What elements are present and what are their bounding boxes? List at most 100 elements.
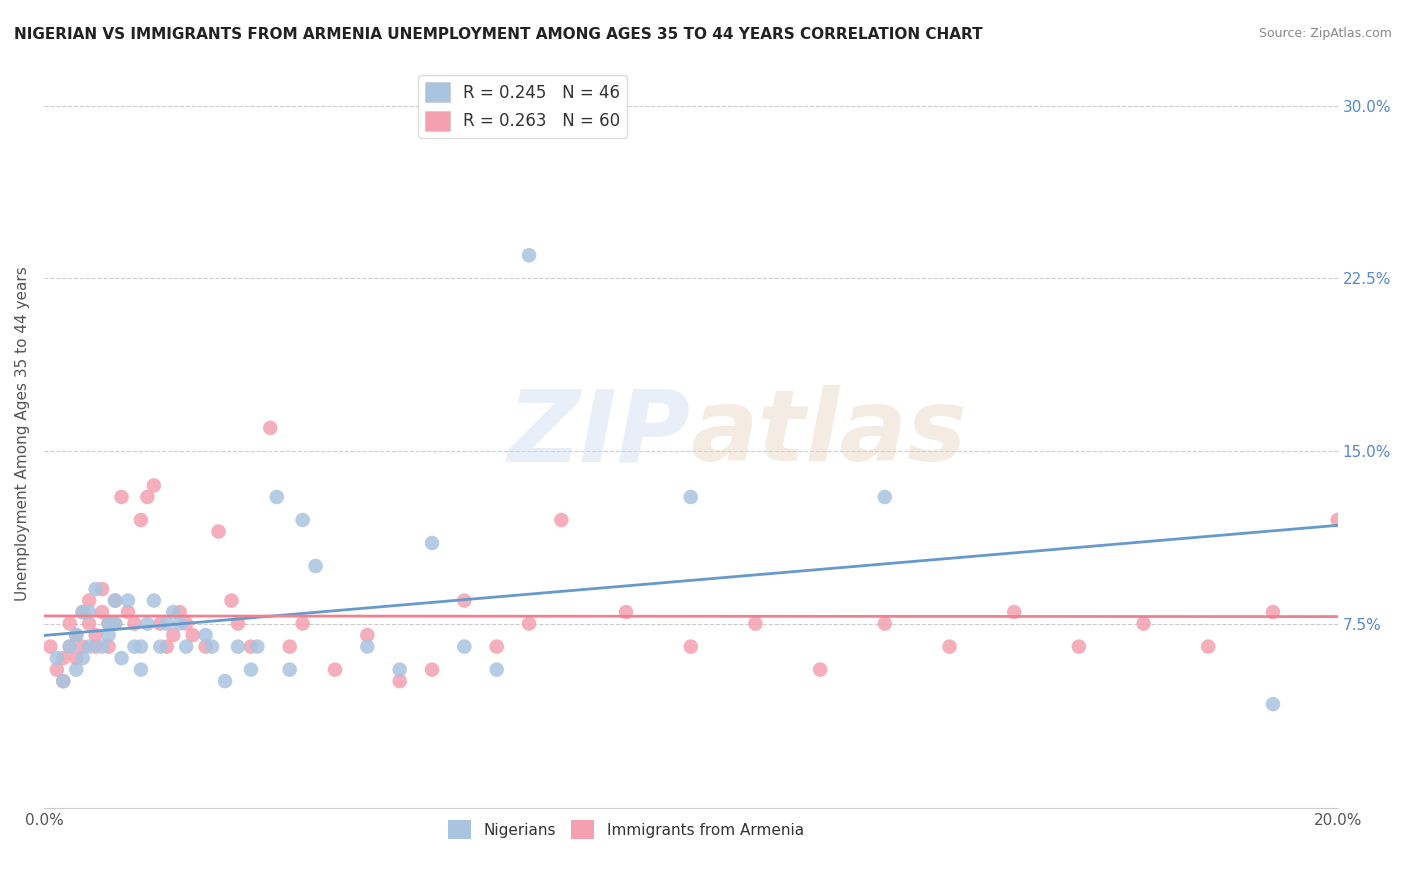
- Text: atlas: atlas: [690, 385, 967, 483]
- Text: ZIP: ZIP: [508, 385, 690, 483]
- Point: [356, 628, 378, 642]
- Point: [65, 628, 87, 642]
- Point: [124, 616, 146, 631]
- Point: [110, 651, 132, 665]
- Point: [156, 640, 179, 654]
- Point: [104, 616, 127, 631]
- Y-axis label: Unemployment Among Ages 35 to 44 years: Unemployment Among Ages 35 to 44 years: [15, 267, 30, 601]
- Point: [1132, 616, 1154, 631]
- Point: [1002, 605, 1025, 619]
- Point: [77, 605, 100, 619]
- Point: [323, 663, 346, 677]
- Point: [517, 616, 540, 631]
- Point: [485, 640, 508, 654]
- Point: [550, 513, 572, 527]
- Point: [873, 616, 896, 631]
- Point: [91, 605, 114, 619]
- Point: [117, 605, 139, 619]
- Point: [84, 640, 107, 654]
- Point: [59, 616, 82, 631]
- Point: [104, 593, 127, 607]
- Point: [246, 640, 269, 654]
- Point: [129, 640, 152, 654]
- Point: [744, 616, 766, 631]
- Point: [194, 628, 217, 642]
- Point: [124, 640, 146, 654]
- Point: [65, 651, 87, 665]
- Point: [149, 616, 172, 631]
- Point: [214, 674, 236, 689]
- Point: [614, 605, 637, 619]
- Point: [291, 616, 314, 631]
- Point: [91, 582, 114, 596]
- Point: [1261, 697, 1284, 711]
- Point: [239, 663, 262, 677]
- Point: [52, 674, 75, 689]
- Point: [117, 593, 139, 607]
- Point: [39, 640, 62, 654]
- Point: [1067, 640, 1090, 654]
- Point: [129, 663, 152, 677]
- Point: [517, 248, 540, 262]
- Point: [72, 605, 94, 619]
- Point: [259, 421, 281, 435]
- Point: [149, 640, 172, 654]
- Point: [679, 640, 702, 654]
- Point: [873, 490, 896, 504]
- Point: [77, 640, 100, 654]
- Point: [291, 513, 314, 527]
- Point: [420, 663, 443, 677]
- Point: [52, 651, 75, 665]
- Point: [304, 559, 326, 574]
- Point: [97, 616, 120, 631]
- Point: [1197, 640, 1219, 654]
- Point: [1326, 513, 1348, 527]
- Point: [72, 605, 94, 619]
- Point: [194, 640, 217, 654]
- Point: [77, 593, 100, 607]
- Point: [136, 616, 159, 631]
- Point: [808, 663, 831, 677]
- Point: [156, 616, 179, 631]
- Point: [485, 663, 508, 677]
- Point: [169, 616, 191, 631]
- Point: [221, 593, 243, 607]
- Point: [97, 640, 120, 654]
- Point: [72, 651, 94, 665]
- Point: [77, 616, 100, 631]
- Point: [266, 490, 288, 504]
- Point: [84, 628, 107, 642]
- Point: [142, 593, 165, 607]
- Point: [420, 536, 443, 550]
- Legend: Nigerians, Immigrants from Armenia: Nigerians, Immigrants from Armenia: [443, 814, 810, 845]
- Point: [453, 593, 475, 607]
- Point: [162, 628, 184, 642]
- Point: [84, 582, 107, 596]
- Point: [97, 628, 120, 642]
- Point: [453, 640, 475, 654]
- Point: [65, 628, 87, 642]
- Text: Source: ZipAtlas.com: Source: ZipAtlas.com: [1258, 27, 1392, 40]
- Point: [388, 663, 411, 677]
- Point: [142, 478, 165, 492]
- Point: [59, 640, 82, 654]
- Point: [938, 640, 960, 654]
- Point: [104, 593, 127, 607]
- Point: [110, 490, 132, 504]
- Point: [278, 663, 301, 677]
- Point: [239, 640, 262, 654]
- Point: [278, 640, 301, 654]
- Point: [169, 605, 191, 619]
- Point: [226, 640, 249, 654]
- Point: [226, 616, 249, 631]
- Point: [59, 640, 82, 654]
- Point: [201, 640, 224, 654]
- Text: NIGERIAN VS IMMIGRANTS FROM ARMENIA UNEMPLOYMENT AMONG AGES 35 TO 44 YEARS CORRE: NIGERIAN VS IMMIGRANTS FROM ARMENIA UNEM…: [14, 27, 983, 42]
- Point: [174, 640, 197, 654]
- Point: [356, 640, 378, 654]
- Point: [162, 605, 184, 619]
- Point: [181, 628, 204, 642]
- Point: [679, 490, 702, 504]
- Point: [136, 490, 159, 504]
- Point: [97, 616, 120, 631]
